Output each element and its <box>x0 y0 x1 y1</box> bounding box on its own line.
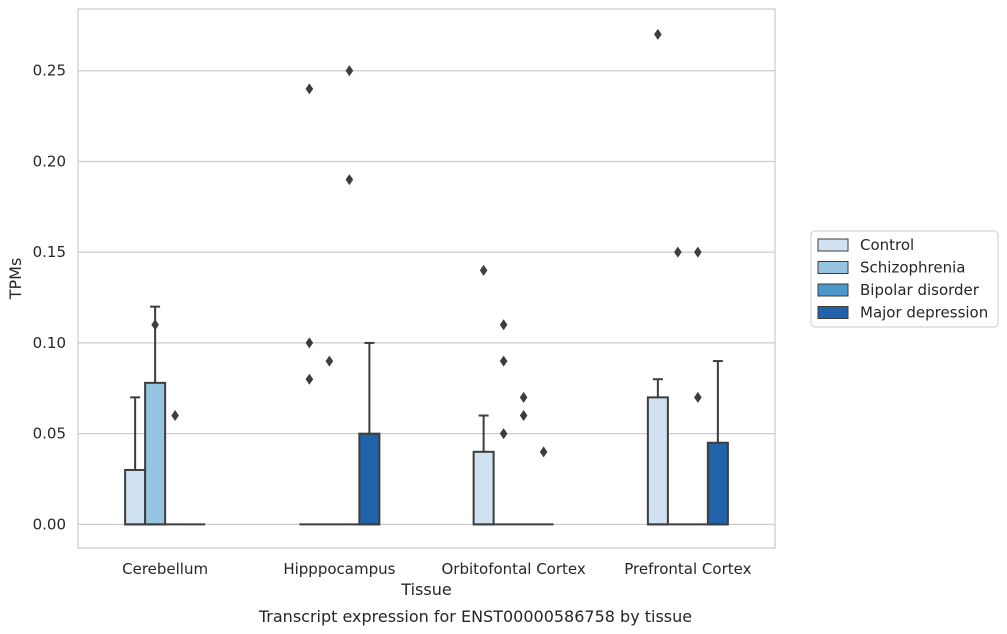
y-axis-ticks: 0.00 0.05 0.10 0.15 0.20 0.25 <box>33 62 66 534</box>
outlier-point <box>519 410 528 422</box>
outlier-point <box>674 246 682 258</box>
chart-caption: Transcript expression for ENST0000058675… <box>258 607 692 626</box>
x-tick-label: Cerebellum <box>122 560 208 578</box>
box-0-2 <box>472 264 495 526</box>
box-2-1 <box>339 65 360 526</box>
legend-label: Schizophrenia <box>860 259 965 277</box>
y-tick-label: 0.00 <box>33 515 66 533</box>
box-body <box>472 450 495 526</box>
legend: Control Schizophrenia Bipolar disorder Majo… <box>810 230 999 328</box>
box-series <box>124 28 729 526</box>
box-1-3 <box>667 246 688 526</box>
box-2-0 <box>165 410 186 526</box>
legend-box <box>810 230 999 328</box>
legend-swatch <box>817 238 849 252</box>
x-tick-label: Hipppocampus <box>283 560 395 578</box>
box-1-1 <box>319 355 340 526</box>
outlier-point <box>694 246 702 258</box>
y-tick-label: 0.10 <box>33 334 66 352</box>
grid-lines <box>78 70 775 526</box>
outlier-point <box>539 446 548 458</box>
legend-label: Bipolar disorder <box>860 281 980 299</box>
legend-swatch <box>817 306 849 319</box>
outlier-point <box>694 391 702 403</box>
outlier-point <box>519 391 528 403</box>
outlier-point <box>305 337 314 349</box>
box-1-0 <box>144 305 167 526</box>
box-0-3 <box>646 28 669 526</box>
box-3-1 <box>358 341 381 526</box>
outlier-point <box>305 373 314 385</box>
box-3-3 <box>706 360 729 526</box>
box-body <box>646 396 669 526</box>
outlier-point <box>345 174 354 186</box>
y-tick-label: 0.20 <box>33 152 66 170</box>
box-0-1 <box>299 83 320 526</box>
legend-label: Major depression <box>860 304 988 322</box>
x-axis-ticks: Cerebellum Hipppocampus Orbitofontal Corte… <box>122 560 751 578</box>
outlier-point <box>305 83 314 95</box>
outlier-point <box>151 319 159 331</box>
box-0-0 <box>124 396 147 526</box>
legend-swatch <box>817 261 849 274</box>
legend-label: Control <box>860 236 914 254</box>
box-body <box>358 432 381 526</box>
outlier-point <box>499 355 508 367</box>
x-tick-label: Orbitofontal Cortex <box>442 560 586 578</box>
outlier-point <box>171 410 179 422</box>
outlier-point <box>499 319 508 331</box>
outlier-point <box>325 355 334 367</box>
outlier-point <box>345 65 354 77</box>
y-tick-label: 0.25 <box>33 62 66 80</box>
outlier-point <box>499 428 508 440</box>
x-tick-label: Prefrontal Cortex <box>624 560 751 578</box>
y-axis-title: TPMs <box>6 258 25 301</box>
y-tick-label: 0.15 <box>33 243 66 261</box>
box-2-3 <box>687 246 708 526</box>
outlier-point <box>479 264 488 276</box>
box-2-2 <box>513 391 534 526</box>
x-axis-title: Tissue <box>400 580 451 599</box>
box-1-2 <box>493 319 514 526</box>
box-body <box>706 441 729 526</box>
box-body <box>144 381 167 526</box>
outlier-point <box>654 28 662 40</box>
plot-frame <box>77 8 776 549</box>
box-3-2 <box>533 446 554 526</box>
y-tick-label: 0.05 <box>33 425 66 443</box>
box-body <box>124 468 147 526</box>
legend-swatch <box>817 283 849 297</box>
